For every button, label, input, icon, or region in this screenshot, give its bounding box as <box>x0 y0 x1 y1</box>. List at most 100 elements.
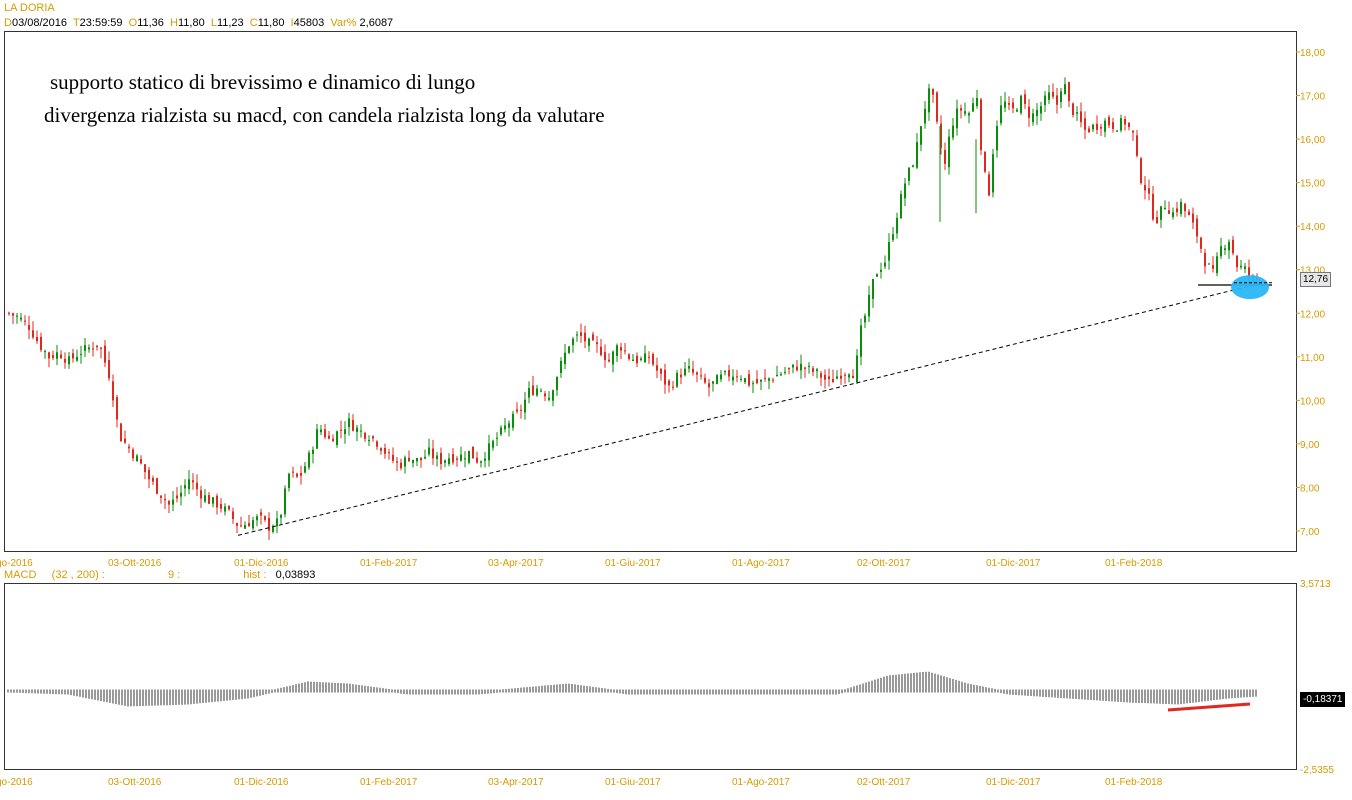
candle-body <box>104 345 106 363</box>
candle-body <box>192 480 194 483</box>
candle-body <box>364 432 366 439</box>
candle-body <box>808 365 810 367</box>
macd-panel-frame <box>4 583 1297 770</box>
candle-body <box>976 98 978 106</box>
candle-body <box>512 413 514 428</box>
candle-body <box>664 369 666 385</box>
candle-body <box>1044 95 1046 106</box>
candle-body <box>360 430 362 432</box>
candle-body <box>1200 237 1202 249</box>
candle-body <box>1208 263 1210 265</box>
candle-body <box>600 346 602 356</box>
candle-body <box>372 436 374 439</box>
y-tick-label: 16,00 <box>1300 135 1325 146</box>
candle-body <box>392 454 394 461</box>
y-tick-label: 9,00 <box>1300 440 1320 451</box>
candle-body <box>1000 105 1002 124</box>
candle-body <box>860 325 862 357</box>
y-tick-label: 10,00 <box>1300 396 1325 407</box>
candle-body <box>172 499 174 505</box>
candle-body <box>1144 185 1146 191</box>
candle-body <box>1012 102 1014 109</box>
candle-body <box>148 469 150 480</box>
candle-body <box>768 378 770 381</box>
candle-body <box>152 478 154 482</box>
candle-body <box>684 368 686 376</box>
candle-body <box>540 390 542 392</box>
candle-body <box>124 438 126 443</box>
candle-body <box>20 317 22 320</box>
candle-body <box>996 126 998 151</box>
candle-body <box>660 368 662 374</box>
candle-body <box>352 420 354 431</box>
candle-body <box>1148 188 1150 194</box>
candle-body <box>292 471 294 473</box>
candle-body <box>644 353 646 363</box>
date-label: 01-Ago-2017 <box>732 558 790 569</box>
candle-body <box>904 183 906 199</box>
candle-body <box>508 423 510 428</box>
candle-body <box>312 449 314 455</box>
candle-body <box>524 399 526 413</box>
candle-body <box>476 457 478 463</box>
candle-body <box>276 518 278 527</box>
candle-body <box>1116 130 1118 132</box>
candle-body <box>232 511 234 519</box>
candle-body <box>112 381 114 401</box>
candle-body <box>804 367 806 369</box>
candle-body <box>212 497 214 504</box>
candle-body <box>872 278 874 299</box>
candle-body <box>772 379 774 381</box>
candle-body <box>504 425 506 430</box>
candle-body <box>196 482 198 490</box>
candle-body <box>1100 126 1102 129</box>
candle-body <box>1028 106 1030 118</box>
y-tick-label: 13,00 <box>1300 266 1325 277</box>
candle-body <box>60 354 62 359</box>
candle-body <box>1204 252 1206 267</box>
candle-body <box>412 459 414 464</box>
candle-body <box>1040 106 1042 114</box>
candle-body <box>288 473 290 488</box>
date-label: 01-Dic-2017 <box>986 777 1041 788</box>
candle-body <box>1096 123 1098 130</box>
candle-body <box>696 372 698 375</box>
candle-body <box>944 149 946 164</box>
candle-body <box>84 345 86 351</box>
candle-body <box>1124 118 1126 125</box>
candle-body <box>896 217 898 234</box>
candle-body <box>764 377 766 379</box>
candle-body <box>832 379 834 383</box>
date-label: go-2016 <box>0 558 33 569</box>
candle-body <box>544 393 546 397</box>
candle-body <box>608 359 610 362</box>
candle-body <box>424 456 426 459</box>
candle-body <box>552 390 554 401</box>
candle-body <box>840 375 842 379</box>
candle-body <box>468 450 470 463</box>
candle-body <box>532 385 534 395</box>
date-axis-top: go-2016 03-Ott-2016 01-Dic-2016 01-Feb-2017… <box>0 558 1163 569</box>
candle-body <box>132 449 134 459</box>
candle-body <box>796 366 798 371</box>
candle-body <box>972 103 974 112</box>
candle-body <box>1224 248 1226 251</box>
candle-body <box>1008 103 1010 105</box>
candle-body <box>340 429 342 431</box>
candle-body <box>756 379 758 384</box>
candle-body <box>128 446 130 449</box>
candle-body <box>1188 211 1190 216</box>
candle-body <box>708 383 710 388</box>
candle-body <box>576 334 578 336</box>
candle-body <box>688 366 690 369</box>
candle-body <box>448 458 450 464</box>
candle-body <box>1064 84 1066 95</box>
candle-body <box>236 523 238 526</box>
candle-body <box>204 495 206 502</box>
candle-body <box>748 374 750 386</box>
candle-body <box>436 455 438 460</box>
date-label: 01-Feb-2018 <box>1105 558 1163 569</box>
candle-body <box>776 374 778 377</box>
candle-body <box>1196 218 1198 237</box>
